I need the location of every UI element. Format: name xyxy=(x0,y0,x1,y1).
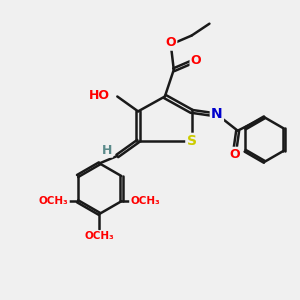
Text: OCH₃: OCH₃ xyxy=(39,196,69,206)
Text: HO: HO xyxy=(89,88,110,101)
Text: O: O xyxy=(191,54,201,67)
Text: N: N xyxy=(211,107,223,121)
Text: OCH₃: OCH₃ xyxy=(85,231,114,241)
Text: O: O xyxy=(166,37,176,50)
Text: O: O xyxy=(230,148,240,161)
Text: S: S xyxy=(187,134,196,148)
Text: OCH₃: OCH₃ xyxy=(130,196,160,206)
Text: H: H xyxy=(102,143,112,157)
